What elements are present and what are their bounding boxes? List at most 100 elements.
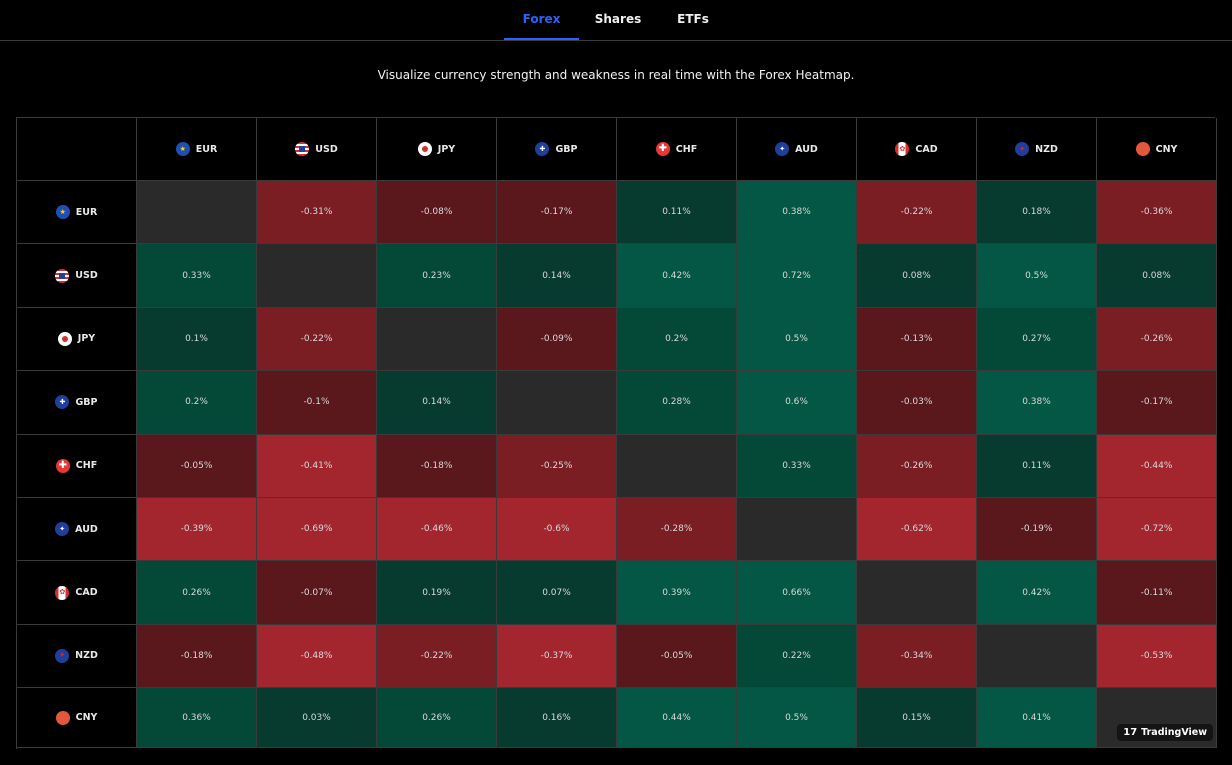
heatmap-cell[interactable]: -0.26%: [857, 434, 977, 498]
heatmap-cell[interactable]: 0.36%: [137, 688, 257, 749]
heatmap-cell[interactable]: 0.42%: [617, 244, 737, 308]
heatmap-cell[interactable]: 0.2%: [137, 371, 257, 435]
heatmap-cell[interactable]: 17 TradingView: [1097, 688, 1217, 749]
heatmap-cell[interactable]: 0.03%: [257, 688, 377, 749]
heatmap-cell[interactable]: 0.38%: [977, 371, 1097, 435]
heatmap-cell[interactable]: 0.5%: [737, 307, 857, 372]
heatmap-cell[interactable]: -0.03%: [857, 371, 977, 435]
currency-code: CHF: [675, 143, 698, 155]
heatmap-cell[interactable]: [977, 624, 1097, 689]
currency-code: CAD: [915, 143, 938, 155]
heatmap-cell[interactable]: -0.19%: [977, 497, 1097, 562]
heatmap-cell[interactable]: 0.26%: [377, 688, 497, 749]
heatmap-cell[interactable]: 0.18%: [977, 181, 1097, 245]
heatmap-cell[interactable]: -0.41%: [257, 434, 377, 498]
heatmap-cell[interactable]: -0.05%: [617, 624, 737, 689]
heatmap-cell[interactable]: -0.53%: [1097, 624, 1217, 689]
aud-flag-icon: ✦: [775, 142, 790, 156]
currency-code: JPY: [77, 333, 96, 345]
heatmap-cell[interactable]: -0.72%: [1097, 497, 1217, 562]
heatmap-cell[interactable]: 0.41%: [977, 688, 1097, 749]
heatmap-cell[interactable]: 0.16%: [497, 688, 617, 749]
heatmap-cell[interactable]: 0.08%: [1097, 244, 1217, 308]
heatmap-cell[interactable]: 0.6%: [737, 371, 857, 435]
heatmap-cell[interactable]: -0.22%: [377, 624, 497, 689]
heatmap-cell[interactable]: -0.6%: [497, 497, 617, 562]
tradingview-logo[interactable]: 17 TradingView: [1117, 724, 1213, 742]
heatmap-cell[interactable]: -0.13%: [857, 307, 977, 372]
heatmap-cell[interactable]: -0.44%: [1097, 434, 1217, 498]
heatmap-cell[interactable]: -0.48%: [257, 624, 377, 689]
heatmap-cell[interactable]: -0.18%: [377, 434, 497, 498]
heatmap-cell[interactable]: -0.26%: [1097, 307, 1217, 372]
corner-cell: [17, 118, 137, 181]
heatmap-cell[interactable]: [497, 371, 617, 435]
heatmap-cell[interactable]: 0.5%: [977, 244, 1097, 308]
heatmap-cell[interactable]: -0.11%: [1097, 561, 1217, 625]
heatmap-cell[interactable]: 0.33%: [737, 434, 857, 498]
heatmap-cell[interactable]: [617, 434, 737, 498]
heatmap-cell[interactable]: -0.34%: [857, 624, 977, 689]
heatmap-cell[interactable]: 0.26%: [137, 561, 257, 625]
row-header-eur: ★ EUR: [17, 181, 137, 245]
heatmap-cell[interactable]: -0.05%: [137, 434, 257, 498]
heatmap-cell[interactable]: 0.44%: [617, 688, 737, 749]
currency-code: CAD: [75, 587, 98, 599]
heatmap-cell[interactable]: 0.27%: [977, 307, 1097, 372]
heatmap-cell[interactable]: -0.18%: [137, 624, 257, 689]
heatmap-cell[interactable]: 0.08%: [857, 244, 977, 308]
currency-code: GBP: [75, 396, 98, 408]
heatmap-cell[interactable]: -0.39%: [137, 497, 257, 562]
heatmap-cell[interactable]: -0.62%: [857, 497, 977, 562]
currency-code: USD: [315, 143, 338, 155]
heatmap-cell[interactable]: 0.14%: [497, 244, 617, 308]
heatmap-cell[interactable]: 0.72%: [737, 244, 857, 308]
heatmap-cell[interactable]: -0.09%: [497, 307, 617, 372]
heatmap-cell[interactable]: -0.17%: [1097, 371, 1217, 435]
heatmap-cell[interactable]: 0.23%: [377, 244, 497, 308]
heatmap-cell[interactable]: -0.08%: [377, 181, 497, 245]
heatmap-cell[interactable]: 0.28%: [617, 371, 737, 435]
heatmap-cell[interactable]: 0.66%: [737, 561, 857, 625]
heatmap-cell[interactable]: [857, 561, 977, 625]
tab-bar: Forex Shares ETFs: [0, 0, 1232, 41]
heatmap-cell[interactable]: -0.36%: [1097, 181, 1217, 245]
heatmap-cell[interactable]: [377, 307, 497, 372]
tab-etfs[interactable]: ETFs: [677, 12, 709, 26]
heatmap-cell[interactable]: [737, 497, 857, 562]
currency-code: AUD: [75, 523, 98, 535]
heatmap-cell[interactable]: 0.19%: [377, 561, 497, 625]
heatmap-cell[interactable]: 0.5%: [737, 688, 857, 749]
tab-shares[interactable]: Shares: [594, 12, 642, 26]
heatmap-cell[interactable]: -0.25%: [497, 434, 617, 498]
tradingview-logo-text: TradingView: [1141, 727, 1207, 739]
heatmap-cell[interactable]: [257, 244, 377, 308]
heatmap-cell[interactable]: 0.1%: [137, 307, 257, 372]
heatmap-cell[interactable]: -0.22%: [857, 181, 977, 245]
heatmap-cell[interactable]: -0.17%: [497, 181, 617, 245]
heatmap-cell[interactable]: 0.11%: [617, 181, 737, 245]
heatmap-cell[interactable]: -0.69%: [257, 497, 377, 562]
heatmap-cell[interactable]: -0.22%: [257, 307, 377, 372]
heatmap-cell[interactable]: 0.2%: [617, 307, 737, 372]
cny-flag-icon: [1135, 142, 1150, 156]
heatmap-cell[interactable]: -0.1%: [257, 371, 377, 435]
gbp-flag-icon: ✚: [55, 395, 70, 410]
heatmap-cell[interactable]: 0.42%: [977, 561, 1097, 625]
heatmap-cell[interactable]: -0.28%: [617, 497, 737, 562]
heatmap-cell[interactable]: 0.07%: [497, 561, 617, 625]
page-subtitle: Visualize currency strength and weakness…: [377, 68, 855, 82]
heatmap-cell[interactable]: 0.33%: [137, 244, 257, 308]
heatmap-cell[interactable]: -0.37%: [497, 624, 617, 689]
heatmap-cell[interactable]: -0.46%: [377, 497, 497, 562]
tab-forex[interactable]: Forex: [504, 0, 579, 40]
heatmap-cell[interactable]: 0.15%: [857, 688, 977, 749]
heatmap-cell[interactable]: 0.39%: [617, 561, 737, 625]
heatmap-cell[interactable]: -0.07%: [257, 561, 377, 625]
heatmap-cell[interactable]: 0.11%: [977, 434, 1097, 498]
heatmap-cell[interactable]: 0.38%: [737, 181, 857, 245]
heatmap-cell[interactable]: 0.22%: [737, 624, 857, 689]
heatmap-cell[interactable]: [137, 181, 257, 245]
heatmap-cell[interactable]: -0.31%: [257, 181, 377, 245]
heatmap-cell[interactable]: 0.14%: [377, 371, 497, 435]
